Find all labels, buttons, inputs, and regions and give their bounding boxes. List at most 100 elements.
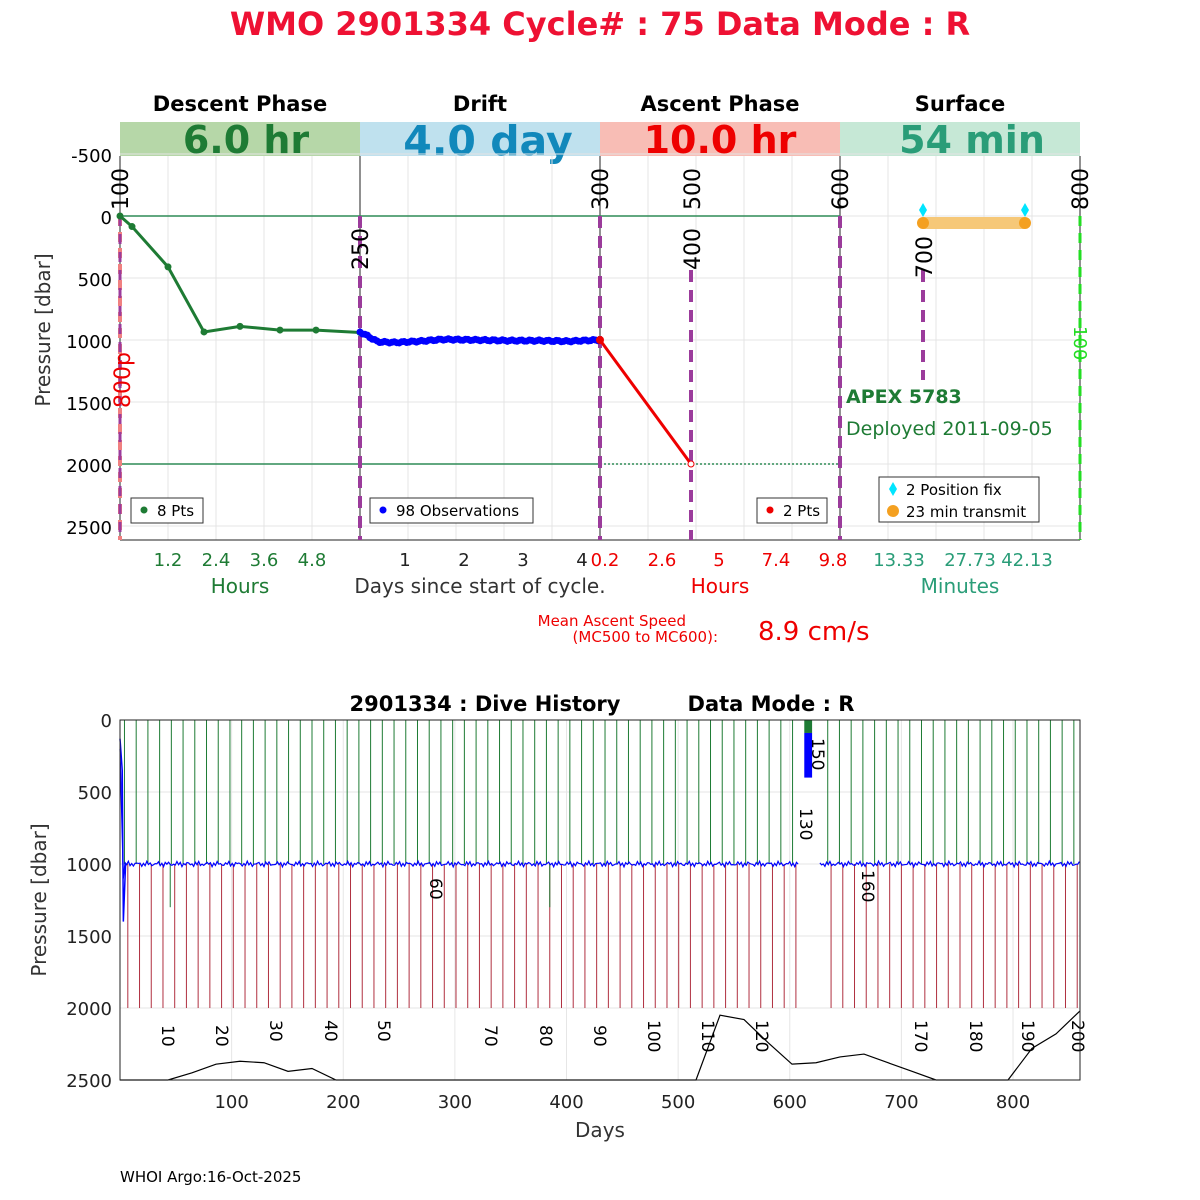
phase-headers: Descent Phase Drift Ascent Phase Surface… [120,92,1080,165]
descent-point [116,212,124,220]
y-tick: 500 [78,783,112,804]
mc-label-600: 600 [829,168,854,210]
x-tick: 4 [576,550,587,571]
cycle-label: 110 [697,1020,717,1052]
descent-point [164,263,172,271]
mc-label-400: 400 [681,228,706,270]
cycle-label: 160 [857,870,877,902]
ascent-duration-band [600,122,840,156]
top-y-tick-labels: -500 0 500 1000 1500 2000 2500 [66,146,112,539]
mission-marker-labels: 100 250 300 500 400 600 700 800 800p 100 [109,168,1094,408]
cycle-label: 200 [1067,1020,1087,1052]
cycle-label: 190 [1017,1020,1037,1052]
x-tick: 800 [996,1092,1030,1113]
cycle-label: 120 [751,1020,771,1052]
x-tick: 1 [399,550,410,571]
mc-label-800: 800 [1069,168,1094,210]
descent-point [236,322,244,330]
surface-x-ticks: 13.33 27.73 42.13 [873,550,1053,571]
history-cycle-labels: 10 20 30 40 50 70 80 90 100 110 120 130 150 160 170 180… [157,738,1087,1052]
ascent-legend: 2 Pts [756,497,828,524]
history-x-ticks: 100 200 300 400 500 600 700 800 [214,1092,1030,1113]
surface-x-label: Minutes [921,574,1000,598]
descent-phase-title: Descent Phase [153,92,327,116]
surface-position-fix [1021,203,1029,217]
x-tick: 200 [326,1092,360,1113]
descent-point [312,326,320,334]
history-y-ticks: 0 500 1000 1500 2000 2500 [66,711,112,1092]
ascent-x-label: Hours [691,574,750,598]
float-model: APEX 5783 [846,386,962,408]
cycle-label: 40 [320,1020,340,1042]
ascent-legend-text: 2 Pts [783,502,820,520]
x-tick: 600 [773,1092,807,1113]
surface-legend-transmit: 23 min transmit [906,503,1026,521]
mc-label-300: 300 [589,168,614,210]
mission-marker-lines [118,216,1082,540]
ascent-point [687,460,695,468]
y-tick: 1500 [66,394,112,415]
drift-legend-text: 98 Observations [396,502,519,520]
y-tick: 2500 [66,1071,112,1092]
x-tick: 2 [458,550,469,571]
x-tick: 27.73 [944,550,996,571]
ascent-point [596,336,604,344]
y-tick: 2000 [66,999,112,1020]
surface-legend: 2 Position fix 23 min transmit [878,476,1040,523]
surface-series [917,203,1031,229]
history-frame [119,719,1081,1081]
x-tick: 100 [214,1092,248,1113]
cycle-label: 80 [535,1025,555,1047]
x-tick: 13.33 [873,550,925,571]
history-park-trace [119,738,1080,922]
descent-legend: 8 Pts [130,497,204,524]
ascent-phase-title: Ascent Phase [641,92,800,116]
cycle-label: 30 [265,1020,285,1042]
x-tick: 42.13 [1001,550,1053,571]
ascent-x-ticks: 0.2 2.6 5 7.4 9.8 [591,550,848,571]
surface-phase-title: Surface [915,92,1005,116]
descent-point [200,328,208,336]
cycle-label: 170 [910,1020,930,1052]
drift-phase-title: Drift [453,92,507,116]
mc-label-800p: 800p [111,352,136,408]
descent-series [116,212,364,337]
park-trace [119,748,799,879]
ascent-speed: Mean Ascent Speed (MC500 to MC600): 8.9 … [538,612,870,647]
mc-label-700: 700 [913,236,938,278]
history-data-mode: Data Mode : R [688,692,855,716]
park-trace [819,859,1080,869]
descent-duration-band [120,122,360,156]
history-profiles [123,720,1078,1008]
descent-duration: 6.0 hr [183,118,310,162]
descent-x-label: Hours [211,574,270,598]
x-tick: 300 [438,1092,472,1113]
x-tick: 4.8 [298,550,327,571]
drift-x-ticks: 1 2 3 4 [399,550,587,571]
mc-label-100: 100 [109,168,134,210]
surface-position-fix [919,203,927,217]
descent-point [128,223,136,231]
cycle-label: 180 [965,1020,985,1052]
y-tick: 500 [78,270,112,291]
descent-line [119,214,361,335]
top-y-axis-label: Pressure [dbar] [31,253,55,406]
drift-duration: 4.0 day [403,117,572,165]
mc-label-100-green: 100 [1069,326,1090,360]
initial-dive-trace [119,738,127,922]
y-tick: 2000 [66,456,112,477]
ascent-speed-label-2: (MC500 to MC600): [573,628,718,646]
drift-duration-band [360,122,600,156]
cycle-label: 60 [425,878,445,900]
cycle-label: 50 [373,1020,393,1042]
y-tick: 2500 [66,518,112,539]
drift-series [356,328,602,347]
surface-legend-fix: 2 Position fix [906,481,1002,499]
x-tick: 5 [713,550,724,571]
drift-legend: 98 Observations [369,497,534,524]
y-tick: 1500 [66,927,112,948]
cycle-label: 150 [807,738,827,770]
x-tick: 400 [549,1092,583,1113]
cycle-label: 20 [211,1025,231,1047]
y-tick: 0 [101,208,112,229]
